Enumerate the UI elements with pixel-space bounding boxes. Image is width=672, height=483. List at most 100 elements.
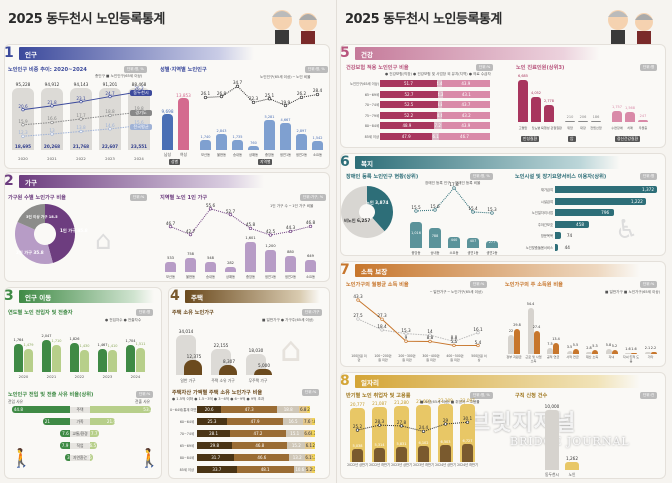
ratio-value: 12.3 — [18, 130, 28, 136]
health-row: 52.74.343.1 — [380, 90, 490, 98]
service-label: 재가급여 — [540, 188, 553, 192]
income-value: 43.3 — [353, 294, 363, 300]
service-value: 1,222 — [630, 198, 643, 204]
income-source-legend: ■ 일반가구 ■ 노인가구(65세 이상) — [605, 290, 661, 294]
migration-bar — [42, 340, 51, 372]
region-label: 생연2동 — [486, 251, 498, 255]
ratio-value: 24.7 — [105, 90, 115, 96]
house-value-segment: 6.6 — [303, 430, 312, 437]
region-label: 생연2동 — [284, 275, 297, 279]
year-label: 2024 — [134, 156, 144, 161]
region-ratio-value: 28.4 — [312, 88, 323, 94]
income-source-bar — [605, 349, 612, 354]
region-bar — [280, 123, 291, 150]
welfare-service-title: 노인시설 및 장기요양서비스 이용자(상위) — [515, 174, 607, 180]
pie-label-2: 2인 가구 35.8 — [16, 250, 44, 255]
single-household-value: 880 — [287, 249, 294, 254]
house-value-segment: 6.1 — [304, 454, 313, 461]
income-source-bar — [586, 351, 592, 354]
period-label: 2024년 하반기 — [457, 463, 478, 467]
health-segment: 46.7 — [438, 132, 490, 140]
ratio-tag: 동두천시 — [130, 89, 152, 96]
house-value-segment: 2.2 — [312, 466, 315, 473]
in-reason-value: 21 — [44, 419, 51, 424]
house-value-segment: 15.1 — [285, 430, 304, 437]
out-reason-value: 53.3 — [143, 407, 153, 412]
section-welfare — [340, 153, 666, 256]
region-label: 중앙동 — [411, 251, 421, 255]
migration-value: 1,479 — [23, 342, 34, 347]
disabled-ratio-value: 15.5 — [411, 205, 421, 210]
single-household-bar — [305, 259, 316, 272]
house-value-row: 31.746.613.26.12.3 — [197, 454, 315, 461]
income-value: 5.4 — [474, 339, 482, 345]
migration-value: 1,764 — [13, 338, 24, 343]
disabled-bar — [410, 222, 422, 248]
region-bar — [296, 133, 307, 150]
employed-bar — [418, 446, 429, 462]
migration-value: 1,826 — [69, 337, 80, 342]
service-label: 노인일자리사업 — [531, 211, 553, 215]
income-source-value: 5.3 — [592, 343, 598, 348]
ratio-value: 21.8 — [47, 99, 57, 105]
elderly-pop-value: 18,695 — [14, 144, 32, 149]
employed-bar — [440, 445, 451, 462]
reason-label: 주택 — [70, 407, 90, 413]
disabled-nonelderly-label: 비노인 6,257 — [344, 218, 371, 223]
income-source-label: 근로 및 사업 소득 — [525, 355, 542, 363]
migration-bar — [70, 343, 79, 372]
migration-value: 1,710 — [51, 339, 62, 344]
disabled-value: 440 — [450, 238, 458, 243]
elderly-employment-value: 22,209 — [438, 398, 453, 403]
service-bar — [555, 243, 559, 251]
income-value: 27.3 — [377, 313, 387, 319]
disease-label: 위암 — [567, 126, 573, 130]
employed-bar — [396, 446, 407, 462]
age-label: 70~74세 — [179, 432, 194, 436]
income-source-bar — [527, 308, 534, 354]
disabled-ratio-value: 17.8 — [449, 182, 459, 187]
in-reason-value: 7.9 — [61, 443, 69, 448]
household-pie-title: 가구원 수별 노인가구 비율 — [8, 195, 66, 201]
disabled-elderly-label: 노인 3,874 — [366, 200, 389, 205]
region-label: 불현동 — [216, 153, 227, 157]
house-value-segment: 29.8 — [197, 442, 233, 449]
ratio-tag: 경기도 — [130, 110, 152, 117]
income-range-label: 100만원 미만 — [351, 354, 367, 362]
single-ratio-value: 46.8 — [305, 220, 316, 226]
single-ratio-value: 45.8 — [245, 222, 256, 228]
elderly-household-value: 12,375 — [186, 354, 202, 360]
employment-rate-value: 28.3 — [374, 419, 385, 425]
out-reason-bar — [90, 430, 99, 437]
region-ratio-value: 26.8 — [216, 90, 227, 96]
house-value-row: 29.8 46.8 15.2 6.1 2 — [197, 442, 315, 449]
income-range-label: 400~500만원 미만 — [446, 354, 464, 362]
health-row: 52.24.643.2 — [380, 111, 490, 119]
employment-rate-value: 29 — [442, 418, 449, 423]
income-source-bar — [572, 349, 579, 354]
disease-label: 수면장애 — [611, 126, 623, 130]
year-label: 2022 — [74, 374, 85, 379]
disabled-legend: 장애인 등록 인구 ─ 장애인 등록 비율 — [425, 181, 481, 185]
total-pop-value: 95,228 — [15, 82, 31, 87]
disabled-bar — [467, 237, 479, 248]
income-source-bar — [644, 352, 651, 354]
employment-rate-value: 27.8 — [396, 419, 407, 425]
house-value-segment: 47.3 — [221, 406, 278, 413]
disease-bar — [518, 80, 528, 122]
income-source-bar — [650, 352, 657, 354]
gender-label: 여성 — [180, 152, 187, 157]
out-reason-bar — [90, 454, 93, 461]
single-household-value: 758 — [187, 251, 194, 256]
income-value: 8.8 — [426, 335, 434, 341]
disease-bar — [625, 112, 635, 122]
income-source-bar — [611, 349, 618, 354]
elderly-employment-value: 20,777 — [350, 401, 365, 407]
region-label: 송내동 — [232, 153, 243, 157]
period-label: 2024년 상반기 — [435, 463, 456, 467]
year-label: 2023 — [105, 156, 115, 161]
ratio-value: 13.8 — [76, 125, 86, 131]
house-value-segment: 2 — [307, 406, 310, 413]
region-label: 보산동 — [200, 153, 211, 157]
